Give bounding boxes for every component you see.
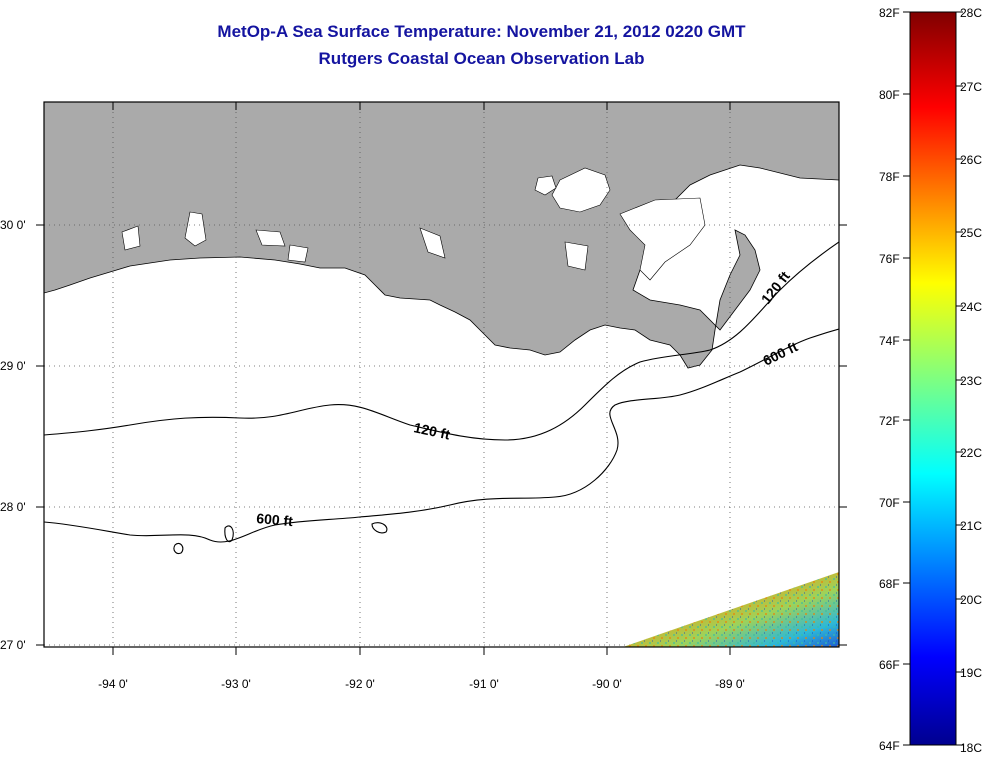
chart-subtitle: Rutgers Coastal Ocean Observation Lab (318, 49, 645, 68)
chart-title: MetOp-A Sea Surface Temperature: Novembe… (217, 22, 746, 41)
colorbar-f-label: 70F (879, 496, 900, 510)
longitude-label: -89 0' (715, 677, 745, 691)
contour-600ft (44, 328, 839, 543)
contour-label: 120 ft (412, 419, 451, 442)
colorbar-c-label: 27C (960, 80, 982, 94)
latitude-label: 27 0' (0, 638, 26, 652)
colorbar-c-label: 28C (960, 6, 982, 20)
colorbar-f-label: 76F (879, 252, 900, 266)
colorbar-c-label: 19C (960, 666, 982, 680)
colorbar-c-label: 21C (960, 519, 982, 533)
colorbar-c-label: 26C (960, 153, 982, 167)
longitude-label: -91 0' (469, 677, 499, 691)
colorbar-c-label: 22C (960, 446, 982, 460)
colorbar-f-label: 66F (879, 658, 900, 672)
longitude-label: -94 0' (98, 677, 128, 691)
depth-contours (44, 241, 839, 554)
colorbar-c-label: 24C (960, 300, 982, 314)
colorbar-f-label: 64F (879, 739, 900, 753)
sst-swath (623, 572, 839, 647)
colorbar-f-label: 74F (879, 334, 900, 348)
latitude-label: 28 0' (0, 500, 26, 514)
latitude-label: 29 0' (0, 359, 26, 373)
inland-lakes (121, 167, 706, 281)
colorbar (909, 11, 957, 746)
colorbar-f-label: 72F (879, 414, 900, 428)
colorbar-c-label: 23C (960, 374, 982, 388)
longitude-label: -93 0' (221, 677, 251, 691)
contour-label: 600 ft (256, 510, 294, 529)
graticule (44, 102, 839, 647)
colorbar-c-label: 18C (960, 741, 982, 755)
longitude-label: -90 0' (592, 677, 622, 691)
colorbar-f-label: 68F (879, 577, 900, 591)
colorbar-f-label: 80F (879, 88, 900, 102)
colorbar-ticks (903, 11, 963, 746)
latitude-label: 30 0' (0, 218, 26, 232)
colorbar-f-label: 78F (879, 170, 900, 184)
colorbar-f-label: 82F (879, 6, 900, 20)
colorbar-c-label: 25C (960, 226, 982, 240)
colorbar-c-label: 20C (960, 593, 982, 607)
longitude-label: -92 0' (345, 677, 375, 691)
frame-ticks (36, 102, 847, 655)
map-border (43, 101, 840, 648)
contour-120ft (44, 241, 839, 441)
